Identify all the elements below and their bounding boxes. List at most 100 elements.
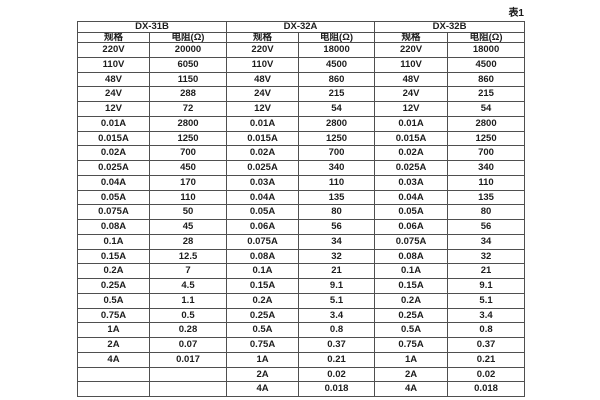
table-cell: 0.2A xyxy=(226,292,300,309)
table-cell: 0.25A xyxy=(226,307,300,324)
table-cell: 0.015A xyxy=(374,130,449,147)
table-cell: 220V xyxy=(226,42,300,58)
table-cell: 110V xyxy=(77,56,150,73)
table-cell: 4A xyxy=(226,381,300,397)
table-cell: 4500 xyxy=(298,56,376,73)
table-cell: 0.04A xyxy=(226,189,300,206)
table-row: 220V 20000 220V 18000 220V 18000 xyxy=(77,42,526,58)
table-row: 2A 0.02 2A 0.02 xyxy=(77,366,526,383)
table-cell: 5.1 xyxy=(298,292,376,309)
table-cell: 0.05A xyxy=(374,204,449,220)
table-cell: 48V xyxy=(374,71,449,88)
table-cell: 0.5A xyxy=(374,322,449,338)
table-cell: 4500 xyxy=(447,56,526,73)
table-cell: 0.06A xyxy=(226,219,300,235)
table-cell: 1A xyxy=(374,351,449,368)
table-cell: 2800 xyxy=(148,115,228,132)
table-cell: 21 xyxy=(298,263,376,279)
table-cell: 0.1A xyxy=(226,263,300,279)
col-header-resistance-1: 电阻(Ω) xyxy=(148,31,228,43)
table-cell: 1250 xyxy=(447,130,526,147)
group-header-row: DX-31B DX-32A DX-32B xyxy=(76,21,526,33)
table-row: 0.05A 110 0.04A 135 0.04A 135 xyxy=(77,189,526,206)
col-header-spec-3: 规格 xyxy=(374,31,449,43)
table-cell: 860 xyxy=(298,71,376,88)
table-cell: 0.75A xyxy=(226,337,300,353)
table-cell: 0.05A xyxy=(77,189,150,206)
table-cell: 80 xyxy=(447,204,526,220)
table-cell: 2800 xyxy=(447,115,526,132)
table-row: 0.1A 28 0.075A 34 0.075A 34 xyxy=(77,233,526,250)
table-cell: 0.018 xyxy=(298,381,376,397)
table-cell: 860 xyxy=(447,71,526,88)
table-cell: 1250 xyxy=(148,130,228,147)
table-row: 0.01A 2800 0.01A 2800 0.01A 2800 xyxy=(77,115,526,132)
table-cell: 110 xyxy=(298,174,376,191)
table-cell: 288 xyxy=(148,86,228,102)
table-cell: 1A xyxy=(226,351,300,368)
table-cell: 2800 xyxy=(298,115,376,132)
table-cell: 0.075A xyxy=(374,233,449,250)
table-cell xyxy=(148,366,228,383)
table-cell: 2A xyxy=(374,366,449,383)
table-cell: 0.15A xyxy=(226,278,300,294)
table-cell: 72 xyxy=(148,101,228,117)
table-cell: 12V xyxy=(374,101,449,117)
table-cell: 56 xyxy=(447,219,526,235)
table-cell: 0.8 xyxy=(447,322,526,338)
table-cell: 0.04A xyxy=(374,189,449,206)
table-row: 0.75A 0.5 0.25A 3.4 0.25A 3.4 xyxy=(77,307,526,324)
table-cell: 48V xyxy=(77,71,150,88)
table-cell: 0.025A xyxy=(77,160,150,176)
table-cell: 0.02 xyxy=(298,366,376,383)
table-cell: 220V xyxy=(77,42,150,58)
table-cell: 56 xyxy=(298,219,376,235)
col-header-resistance-2: 电阻(Ω) xyxy=(298,31,376,43)
table-cell: 700 xyxy=(447,145,526,161)
table-cell: 0.03A xyxy=(226,174,300,191)
table-cell: 215 xyxy=(298,86,376,102)
table-cell: 24V xyxy=(374,86,449,102)
table-cell xyxy=(77,381,150,397)
table-cell: 34 xyxy=(447,233,526,250)
table-cell: 0.02A xyxy=(77,145,150,161)
table-row: 2A 0.07 0.75A 0.37 0.75A 0.37 xyxy=(77,337,526,353)
table-cell: 24V xyxy=(226,86,300,102)
table-cell: 0.015A xyxy=(226,130,300,147)
table-cell: 0.37 xyxy=(298,337,376,353)
table-cell: 0.15A xyxy=(77,248,150,265)
table-cell: 1A xyxy=(77,322,150,338)
table-row: 0.04A 170 0.03A 110 0.03A 110 xyxy=(77,174,526,191)
table-row: 0.02A 700 0.02A 700 0.02A 700 xyxy=(77,145,526,161)
table-cell: 80 xyxy=(298,204,376,220)
table-cell: 0.07 xyxy=(148,337,228,353)
table-cell: 0.01A xyxy=(77,115,150,132)
table-cell: 0.25A xyxy=(374,307,449,324)
table-row: 0.015A 1250 0.015A 1250 0.015A 1250 xyxy=(77,130,526,147)
table-cell: 700 xyxy=(298,145,376,161)
table-row: 4A 0.018 4A 0.018 xyxy=(77,381,526,397)
group-header-dx31b: DX-31B xyxy=(76,21,228,33)
table-cell: 18000 xyxy=(447,42,526,58)
table-cell: 0.25A xyxy=(77,278,150,294)
table-cell: 20000 xyxy=(148,42,228,58)
table-cell: 0.28 xyxy=(148,322,228,338)
table-body: 220V 20000 220V 18000 220V 18000 110V 6050 110V 4… xyxy=(77,42,526,397)
table-cell: 12V xyxy=(226,101,300,117)
table-cell: 0.21 xyxy=(298,351,376,368)
table-cell: 54 xyxy=(447,101,526,117)
table-cell: 135 xyxy=(298,189,376,206)
table-cell: 0.05A xyxy=(226,204,300,220)
table-cell: 9.1 xyxy=(447,278,526,294)
table-row: 0.5A 1.1 0.2A 5.1 0.2A 5.1 xyxy=(77,292,526,309)
table-cell: 0.03A xyxy=(374,174,449,191)
table-cell: 0.8 xyxy=(298,322,376,338)
table-row: 12V 72 12V 54 12V 54 xyxy=(77,101,526,117)
table-cell: 28 xyxy=(148,233,228,250)
table-cell: 0.04A xyxy=(77,174,150,191)
table-cell: 0.025A xyxy=(374,160,449,176)
table-cell: 12V xyxy=(77,101,150,117)
table-cell: 0.02A xyxy=(226,145,300,161)
group-header-dx32a: DX-32A xyxy=(226,21,376,33)
table-cell: 48V xyxy=(226,71,300,88)
